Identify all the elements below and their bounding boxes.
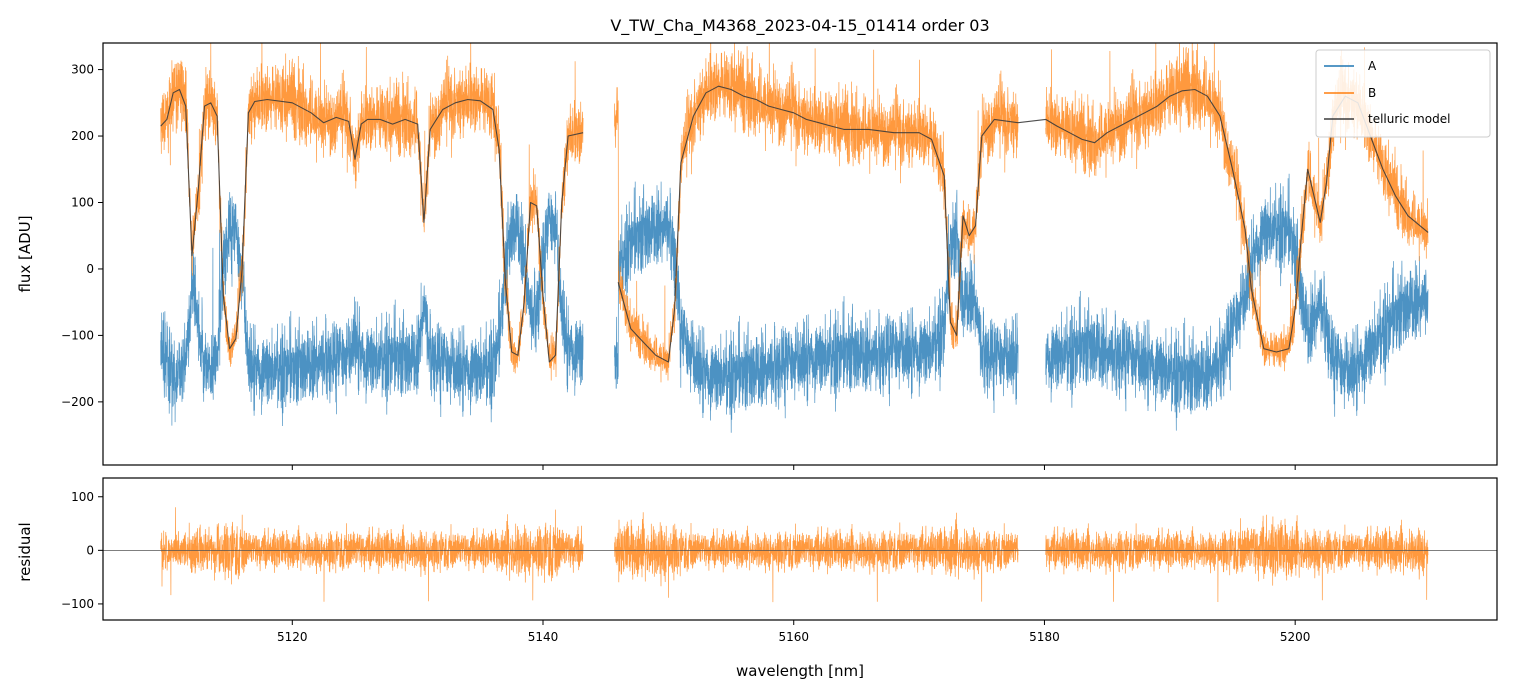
- telluric-model-line: [160, 85, 1429, 363]
- series-a-segment-0: [160, 191, 584, 427]
- bottom-axes-frame: [102, 477, 1498, 621]
- bottom-xtick-label: 5160: [778, 630, 809, 644]
- bottom-xtick-label: 5180: [1029, 630, 1060, 644]
- top-y-axis-label: flux [ADU]: [16, 215, 34, 292]
- top-ytick-label: −200: [61, 395, 94, 409]
- legend-label-b: B: [1368, 86, 1376, 100]
- chart-title: V_TW_Cha_M4368_2023-04-15_01414 order 03: [610, 16, 989, 36]
- bottom-panel: 100 0 −100 5120 5140 5160 5180 5200 residual w…: [16, 477, 1498, 680]
- residual-segment-2: [1045, 514, 1429, 603]
- legend-frame: [1315, 49, 1491, 138]
- series-a-segment-1: [614, 181, 1019, 433]
- residual-segment-0: [160, 507, 584, 602]
- legend-label-model: telluric model: [1368, 112, 1450, 126]
- bottom-xtick-label: 5200: [1280, 630, 1311, 644]
- bottom-ytick-label: −100: [61, 597, 94, 611]
- series-b-segment-0: [160, 43, 584, 381]
- x-axis-label: wavelength [nm]: [736, 662, 864, 680]
- legend-label-a: A: [1368, 59, 1377, 73]
- bottom-ytick-label: 0: [86, 543, 94, 557]
- series-a-segment-2: [1045, 173, 1429, 431]
- top-ytick-label: 100: [71, 195, 94, 209]
- bottom-y-axis-label: residual: [16, 522, 34, 581]
- residual-segment-1: [614, 512, 1019, 603]
- series-a-trace: [160, 173, 1429, 433]
- series-b-segment-1: [614, 43, 1019, 383]
- bottom-x-ticks: 5120 5140 5160 5180 5200: [277, 620, 1310, 644]
- bottom-xtick-label: 5140: [528, 630, 559, 644]
- residual-trace: [160, 507, 1429, 603]
- bottom-series-group: [103, 507, 1497, 603]
- top-y-ticks: 300 200 100 0 −100 −200: [61, 63, 103, 409]
- bottom-y-ticks: 100 0 −100: [61, 490, 103, 611]
- top-ytick-label: 200: [71, 129, 94, 143]
- top-ytick-label: −100: [61, 328, 94, 342]
- top-ytick-label: 0: [86, 262, 94, 276]
- top-panel: 300 200 100 0 −100 −200 flux [ADU] A B tellur…: [16, 42, 1498, 470]
- bottom-ytick-label: 100: [71, 490, 94, 504]
- top-ytick-label: 300: [71, 63, 94, 77]
- legend: A B telluric model: [1315, 49, 1491, 138]
- telluric-model-trace: [160, 85, 1429, 363]
- bottom-xtick-label: 5120: [277, 630, 308, 644]
- top-x-ticks: [291, 465, 1296, 470]
- top-axes-frame: [102, 42, 1498, 466]
